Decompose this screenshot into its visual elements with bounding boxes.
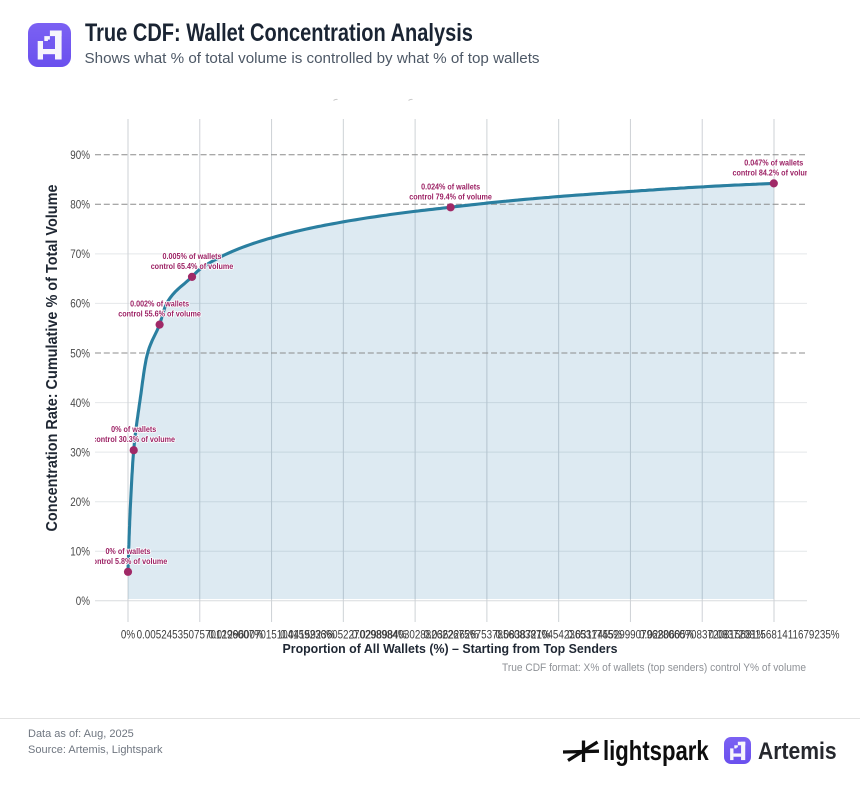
svg-text:True CDF format: X% of wallets: True CDF format: X% of wallets (top send… — [502, 662, 806, 674]
svg-text:Concentration Rate: Cumulative: Concentration Rate: Cumulative % of Tota… — [44, 184, 61, 531]
svg-text:0.03174552999079628060%: 0.03174552999079628060% — [567, 628, 694, 642]
svg-text:0.024% of wallets: 0.024% of wallets — [421, 182, 480, 191]
svg-text:control 65.4% of volume: control 65.4% of volume — [151, 262, 234, 271]
svg-text:10%: 10% — [70, 545, 90, 559]
svg-text:0.03622626753785608387%: 0.03622626753785608387% — [424, 628, 551, 642]
svg-text:40%: 40% — [70, 396, 90, 410]
svg-text:control 84.2% of volume: control 84.2% of volume — [733, 168, 816, 177]
svg-text:control 55.6% of volume: control 55.6% of volume — [118, 310, 201, 319]
svg-text:60%: 60% — [70, 297, 90, 311]
svg-text:70%: 70% — [70, 247, 90, 261]
svg-text:0% of wallets: 0% of wallets — [111, 425, 156, 434]
svg-text:0.047% of wallets: 0.047% of wallets — [744, 158, 803, 167]
svg-text:0.02806057083720815681%: 0.02806057083720815681% — [639, 628, 766, 642]
svg-text:0.02989840302882622675%: 0.02989840302882622675% — [352, 628, 479, 642]
svg-text:0.04159236052270298984%: 0.04159236052270298984% — [280, 628, 407, 642]
svg-text:30%: 30% — [70, 445, 90, 459]
svg-text:0.002% of wallets: 0.002% of wallets — [130, 300, 189, 309]
svg-text:90%: 90% — [70, 148, 90, 162]
svg-text:0.01296007015104159236%: 0.01296007015104159236% — [208, 628, 335, 642]
svg-text:0%: 0% — [121, 628, 135, 642]
svg-text:0% of wallets: 0% of wallets — [105, 547, 150, 556]
svg-text:0.08387210454236531745%: 0.08387210454236531745% — [495, 628, 622, 642]
svg-text:control 79.4% of volume: control 79.4% of volume — [409, 192, 492, 201]
svg-text:0%: 0% — [76, 594, 90, 608]
svg-text:0.083720815681411679235%: 0.083720815681411679235% — [708, 628, 839, 642]
svg-text:80%: 80% — [70, 198, 90, 212]
svg-text:20%: 20% — [70, 495, 90, 509]
svg-text:50%: 50% — [70, 346, 90, 360]
svg-text:0.005% of wallets: 0.005% of wallets — [163, 252, 222, 261]
svg-text:0.00524535075701296007%: 0.00524535075701296007% — [137, 628, 264, 642]
svg-text:control 30.3% of volume: control 30.3% of volume — [92, 435, 175, 444]
svg-text:Proportion of All Wallets (%): Proportion of All Wallets (%) – Starting… — [283, 642, 618, 656]
svg-text:control 5.8% of volume: control 5.8% of volume — [89, 557, 168, 566]
